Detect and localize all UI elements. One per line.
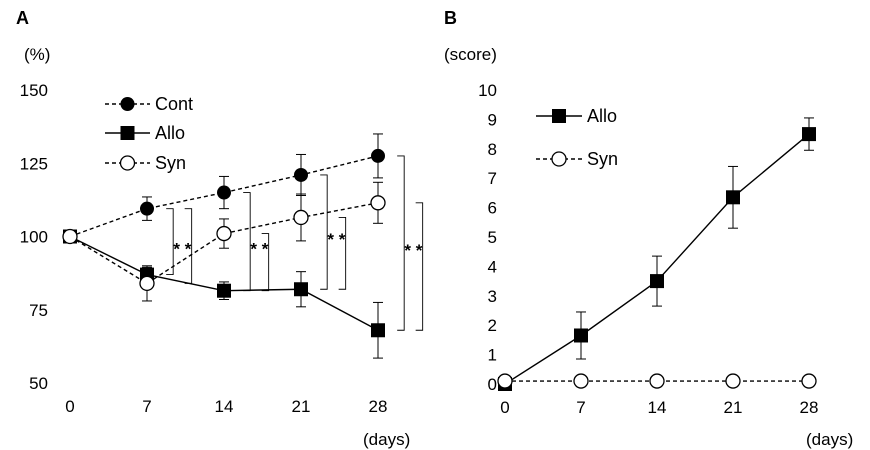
chart-A: A (%) (days) 50 75 100 125 150 0 7 14 21 28 * * * * * *… (16, 8, 424, 449)
significance-label: * * (250, 240, 268, 259)
y-tick-label: 75 (29, 301, 48, 320)
significance-bracket: * * (397, 155, 424, 331)
legend-label: Syn (587, 149, 618, 169)
y-tick-label: 10 (478, 81, 497, 100)
data-point-syn (725, 373, 741, 389)
legend-label: Syn (155, 153, 186, 173)
chart-B: B (score) (days) 0 1 2 3 4 5 6 7 8 9 10 0 7 14 21 28 Allo Sy… (444, 8, 853, 449)
legend-label: Cont (155, 94, 193, 114)
x-unit-label: (days) (363, 430, 410, 449)
y-unit-label: (score) (444, 45, 497, 64)
significance-label: * * (327, 230, 345, 249)
data-point-allo (650, 274, 664, 289)
data-point-cont (140, 201, 154, 216)
data-point-syn (216, 225, 232, 242)
x-tick-label: 0 (65, 397, 74, 416)
significance-bracket: * * (243, 192, 270, 292)
legend-label: Allo (587, 106, 617, 126)
legend-marker-syn (551, 151, 567, 167)
significance-bracket: * * (166, 208, 193, 284)
data-point-allo (217, 283, 231, 298)
x-tick-label: 7 (142, 397, 151, 416)
y-tick-label: 9 (488, 110, 497, 129)
legend-marker-allo (552, 109, 566, 123)
data-point-syn (139, 275, 155, 292)
data-point-allo (371, 323, 385, 338)
significance-bracket: * * (320, 174, 347, 290)
data-point-syn (573, 373, 589, 389)
y-tick-label: 0 (488, 375, 497, 394)
significance-label: * * (173, 240, 191, 259)
y-tick-label: 150 (20, 81, 48, 100)
significance-label: * * (404, 241, 422, 260)
x-tick-label: 28 (800, 398, 819, 417)
data-point-syn (293, 209, 309, 226)
data-point-cont (371, 148, 385, 163)
y-tick-label: 5 (488, 228, 497, 247)
data-point-syn (649, 373, 665, 389)
y-tick-label: 1 (488, 346, 497, 365)
panel-letter: B (444, 8, 457, 28)
legend-label: Allo (155, 123, 185, 143)
data-point-cont (294, 167, 308, 182)
legend-marker-syn (119, 155, 136, 171)
y-tick-label: 7 (488, 169, 497, 188)
y-tick-label: 2 (488, 316, 497, 335)
data-point-allo (574, 328, 588, 343)
y-tick-label: 125 (20, 154, 48, 173)
y-tick-label: 6 (488, 199, 497, 218)
y-tick-label: 4 (488, 257, 497, 276)
panel-letter: A (16, 8, 29, 28)
data-point-syn (62, 228, 78, 245)
data-point-allo (802, 127, 816, 142)
y-unit-label: (%) (24, 45, 50, 64)
x-tick-label: 0 (500, 398, 509, 417)
legend-marker-cont (120, 97, 135, 111)
data-point-syn (497, 373, 513, 389)
y-tick-label: 8 (488, 140, 497, 159)
legend: Cont Allo Syn (105, 94, 193, 173)
legend: Allo Syn (536, 106, 618, 169)
x-tick-label: 21 (724, 398, 743, 417)
y-tick-label: 100 (20, 228, 48, 247)
data-point-syn (370, 195, 386, 211)
y-tick-label: 3 (488, 287, 497, 306)
data-point-allo (726, 190, 740, 205)
x-unit-label: (days) (806, 430, 853, 449)
x-tick-label: 14 (648, 398, 667, 417)
x-tick-label: 28 (369, 397, 388, 416)
legend-marker-allo (120, 126, 135, 140)
x-tick-label: 21 (292, 397, 311, 416)
data-point-allo (294, 282, 308, 297)
x-tick-label: 7 (576, 398, 585, 417)
y-tick-label: 50 (29, 374, 48, 393)
data-point-cont (217, 185, 231, 200)
data-point-syn (801, 373, 817, 389)
x-tick-label: 14 (215, 397, 234, 416)
